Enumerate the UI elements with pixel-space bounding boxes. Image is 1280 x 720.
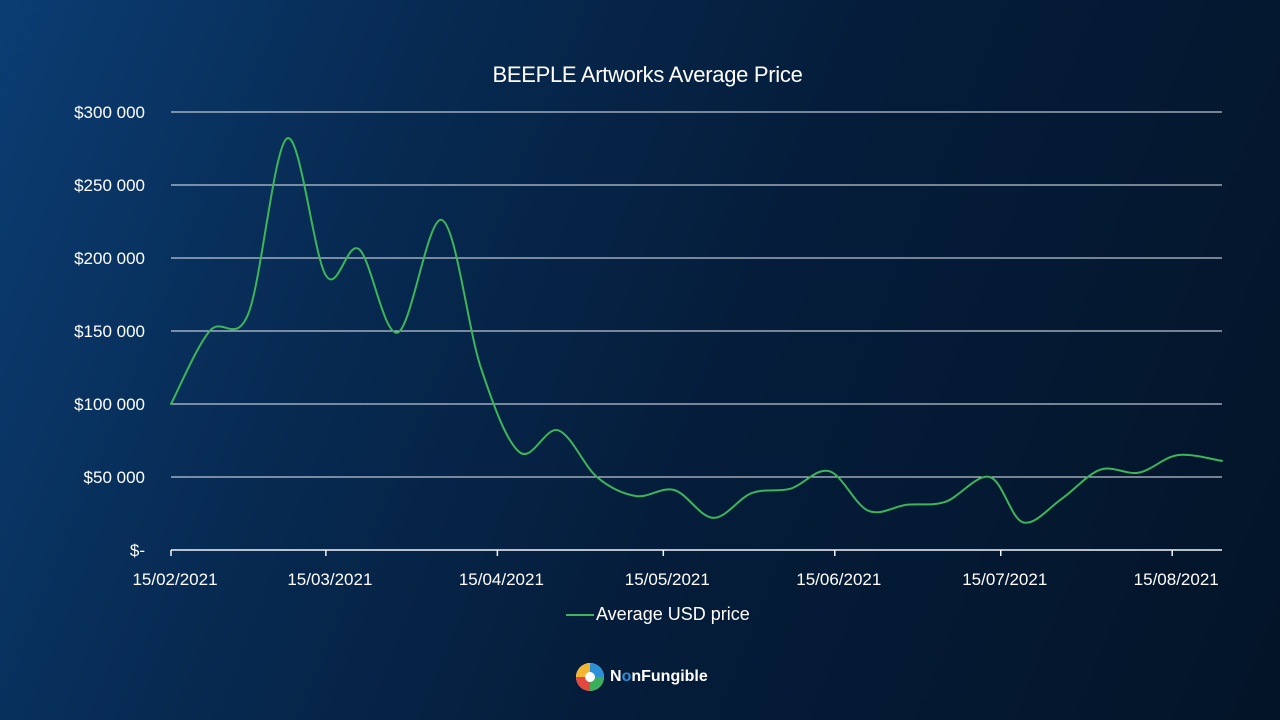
x-tick-label: 15/05/2021 [625,570,710,589]
nonfungible-logo-icon [576,663,604,691]
y-tick-label: $- [130,541,145,560]
brand-name: NonFungible [610,668,708,686]
x-tick-label: 15/02/2021 [132,570,217,589]
legend: Average USD price [566,604,750,625]
y-tick-label: $250 000 [74,176,145,195]
x-tick-label: 15/04/2021 [459,570,544,589]
y-tick-label: $100 000 [74,395,145,414]
x-tick-label: 15/03/2021 [287,570,372,589]
y-tick-label: $300 000 [74,103,145,122]
x-tick-label: 15/07/2021 [962,570,1047,589]
y-tick-labels: $- $50 000 $100 000 $150 000 $200 000 $250 00… [74,103,145,560]
axes [170,549,1222,556]
brand-footer: NonFungible [576,663,708,691]
gridlines [171,111,1222,478]
series-line-average-usd-price [170,137,1223,524]
x-tick-label: 15/08/2021 [1134,570,1219,589]
brand-name-suffix: nFungible [631,668,708,685]
x-tick-labels: 15/02/2021 15/03/2021 15/04/2021 15/05/2021… [132,570,1218,589]
x-tick-label: 15/06/2021 [796,570,881,589]
legend-label: Average USD price [596,604,750,624]
brand-name-accent: o [621,668,632,685]
legend-swatch [566,613,594,616]
y-tick-label: $150 000 [74,322,145,341]
series-lines [170,137,1223,524]
chart-title: BEEPLE Artworks Average Price [492,62,803,87]
brand-name-prefix: N [610,668,622,685]
y-tick-label: $50 000 [84,468,145,487]
y-tick-label: $200 000 [74,249,145,268]
